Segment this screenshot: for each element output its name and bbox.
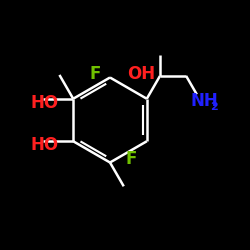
Text: NH: NH [190, 92, 218, 110]
Text: 2: 2 [210, 102, 218, 112]
Text: F: F [89, 65, 101, 83]
Text: HO: HO [31, 94, 59, 112]
Text: HO: HO [31, 136, 59, 154]
Text: OH: OH [127, 65, 155, 83]
Text: F: F [126, 150, 137, 168]
